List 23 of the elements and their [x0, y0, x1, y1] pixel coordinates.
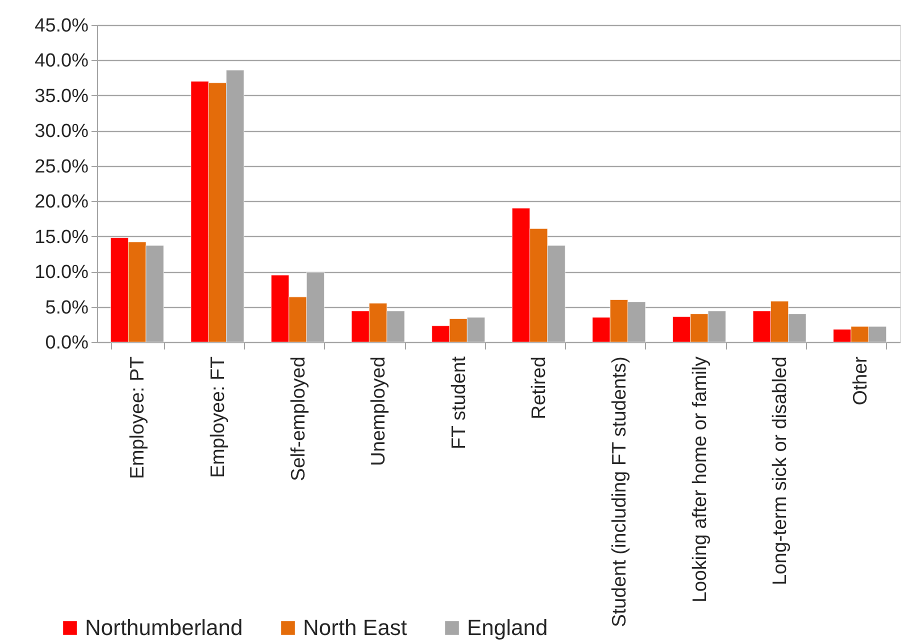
- y-tick-label: 5.0%: [45, 297, 89, 318]
- x-tick-label: Looking after home or family: [688, 356, 711, 603]
- x-tick-label: Student (including FT students): [608, 356, 630, 628]
- x-tick-label: Employee: PT: [126, 356, 149, 479]
- x-tick-label: Self-employed: [287, 356, 310, 482]
- legend-label: Northumberland: [85, 615, 243, 640]
- x-tick-label: FT student: [448, 356, 470, 450]
- x-tick-label: Other: [849, 356, 872, 406]
- x-tick-label: Employee: FT: [206, 356, 229, 478]
- legend-label: England: [467, 615, 548, 640]
- y-tick-label: 15.0%: [34, 226, 89, 248]
- x-tick-label: Long-term sick or disabled: [769, 356, 792, 586]
- y-tick-label: 35.0%: [34, 86, 89, 107]
- y-tick-label: 40.0%: [34, 50, 89, 72]
- y-tick-label: 10.0%: [34, 262, 89, 284]
- y-tick-label: 20.0%: [34, 192, 89, 213]
- x-tick-label: Unemployed: [368, 356, 390, 466]
- y-tick-label: 25.0%: [34, 156, 89, 178]
- y-tick-label: 30.0%: [34, 121, 89, 142]
- legend-label: North East: [303, 615, 407, 640]
- y-tick-label: 45.0%: [34, 16, 89, 36]
- y-tick-label: 0.0%: [45, 332, 89, 354]
- x-tick-label: Retired: [528, 356, 550, 420]
